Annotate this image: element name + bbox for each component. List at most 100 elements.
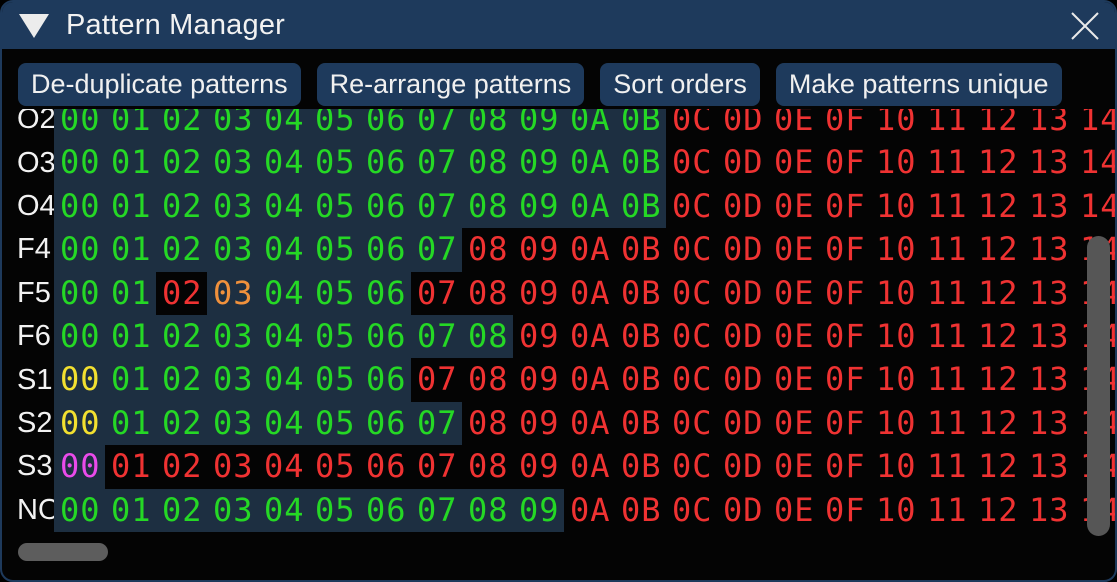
pattern-cell[interactable]: 08 xyxy=(468,403,509,442)
pattern-cell[interactable]: 0D xyxy=(723,403,764,442)
pattern-cell[interactable]: 12 xyxy=(978,109,1019,138)
pattern-cell[interactable]: 04 xyxy=(264,447,305,486)
pattern-cell[interactable]: 0F xyxy=(825,230,866,269)
pattern-cell[interactable]: 13 xyxy=(1029,360,1070,399)
pattern-cell[interactable]: 03 xyxy=(207,271,258,315)
pattern-cell[interactable]: 02 xyxy=(156,109,207,142)
pattern-cell[interactable]: 0B xyxy=(621,403,662,442)
pattern-cell[interactable]: 06 xyxy=(360,358,411,402)
pattern-cell[interactable]: 0D xyxy=(723,273,764,312)
close-icon[interactable] xyxy=(1069,10,1101,42)
pattern-cell[interactable]: 0D xyxy=(723,360,764,399)
pattern-cell[interactable]: 0C xyxy=(672,447,713,486)
pattern-cell[interactable]: 0E xyxy=(774,403,815,442)
pattern-cell[interactable]: 12 xyxy=(978,273,1019,312)
pattern-cell[interactable]: 0B xyxy=(615,109,666,142)
pattern-cell[interactable]: 0A xyxy=(570,490,611,529)
pattern-cell[interactable]: 0D xyxy=(723,186,764,225)
pattern-cell[interactable]: 05 xyxy=(309,141,360,185)
title-bar[interactable]: Pattern Manager xyxy=(2,2,1115,49)
pattern-cell[interactable]: 0C xyxy=(672,490,713,529)
pattern-cell[interactable]: 03 xyxy=(207,228,258,272)
pattern-cell[interactable]: 08 xyxy=(462,488,513,532)
pattern-cell[interactable]: 06 xyxy=(360,109,411,142)
pattern-cell[interactable]: 13 xyxy=(1029,490,1070,529)
pattern-cell[interactable]: 02 xyxy=(156,141,207,185)
pattern-cell[interactable]: 05 xyxy=(309,184,360,229)
pattern-cell[interactable]: 02 xyxy=(156,314,207,359)
pattern-cell[interactable]: 10 xyxy=(876,143,917,182)
pattern-cell[interactable]: 02 xyxy=(162,447,203,486)
pattern-cell[interactable]: 04 xyxy=(258,358,309,402)
pattern-cell[interactable]: 0E xyxy=(774,230,815,269)
pattern-cell[interactable]: 04 xyxy=(258,314,309,359)
pattern-cell[interactable]: 01 xyxy=(105,271,156,315)
pattern-cell[interactable]: 11 xyxy=(927,316,968,355)
pattern-cell[interactable]: 00 xyxy=(54,271,105,315)
pattern-cell[interactable]: 0C xyxy=(672,230,713,269)
horizontal-scrollbar-thumb[interactable] xyxy=(18,543,108,561)
pattern-cell[interactable]: 12 xyxy=(978,143,1019,182)
pattern-cell[interactable]: 0B xyxy=(621,447,662,486)
pattern-cell[interactable]: 00 xyxy=(54,141,105,185)
pattern-cell[interactable]: 13 xyxy=(1029,230,1070,269)
pattern-cell[interactable]: 01 xyxy=(105,401,156,446)
pattern-cell[interactable]: 0B xyxy=(615,184,666,229)
pattern-cell[interactable]: 04 xyxy=(258,488,309,532)
pattern-cell[interactable]: 00 xyxy=(54,228,105,272)
pattern-cell[interactable]: 14 xyxy=(1080,143,1115,182)
pattern-cell[interactable]: 01 xyxy=(105,141,156,185)
pattern-cell[interactable]: 0F xyxy=(825,109,866,138)
pattern-cell[interactable]: 10 xyxy=(876,490,917,529)
pattern-cell[interactable]: 14 xyxy=(1080,186,1115,225)
pattern-cell[interactable]: 05 xyxy=(309,314,360,359)
pattern-cell[interactable]: 10 xyxy=(876,447,917,486)
pattern-cell[interactable]: 0A xyxy=(564,141,615,185)
pattern-cell[interactable]: 09 xyxy=(519,403,560,442)
pattern-cell[interactable]: 0A xyxy=(570,360,611,399)
pattern-cell[interactable]: 13 xyxy=(1029,316,1070,355)
collapse-triangle-icon[interactable] xyxy=(19,13,49,38)
pattern-cell[interactable]: 08 xyxy=(462,141,513,185)
pattern-cell[interactable]: 0D xyxy=(723,447,764,486)
pattern-cell[interactable]: 11 xyxy=(927,109,968,138)
pattern-cell[interactable]: 05 xyxy=(309,109,360,142)
pattern-cell[interactable]: 04 xyxy=(258,141,309,185)
make-patterns-unique-button[interactable]: Make patterns unique xyxy=(775,63,1062,106)
pattern-cell[interactable]: 0A xyxy=(570,316,611,355)
pattern-cell[interactable]: 10 xyxy=(876,360,917,399)
pattern-cell[interactable]: 09 xyxy=(519,230,560,269)
pattern-cell[interactable]: 12 xyxy=(978,447,1019,486)
rearrange-patterns-button[interactable]: Re-arrange patterns xyxy=(316,63,585,106)
pattern-cell[interactable]: 0F xyxy=(825,490,866,529)
pattern-cell[interactable]: 09 xyxy=(513,109,564,142)
pattern-cell[interactable]: 0E xyxy=(774,186,815,225)
pattern-cell[interactable]: 11 xyxy=(927,273,968,312)
pattern-cell[interactable]: 05 xyxy=(309,401,360,446)
pattern-cell[interactable]: 05 xyxy=(315,447,356,486)
pattern-cell[interactable]: 05 xyxy=(309,488,360,532)
pattern-cell[interactable]: 06 xyxy=(366,447,407,486)
pattern-cell[interactable]: 0C xyxy=(672,143,713,182)
pattern-cell[interactable]: 0C xyxy=(672,316,713,355)
pattern-cell[interactable]: 07 xyxy=(417,273,458,312)
pattern-cell[interactable]: 00 xyxy=(54,109,105,142)
pattern-cell[interactable]: 04 xyxy=(258,109,309,142)
pattern-cell[interactable]: 13 xyxy=(1029,447,1070,486)
pattern-cell[interactable]: 11 xyxy=(927,143,968,182)
pattern-cell[interactable]: 0A xyxy=(570,403,611,442)
pattern-cell[interactable]: 11 xyxy=(927,230,968,269)
pattern-cell[interactable]: 03 xyxy=(207,141,258,185)
pattern-cell[interactable]: 0A xyxy=(570,273,611,312)
pattern-cell[interactable]: 04 xyxy=(258,401,309,446)
pattern-cell[interactable]: 09 xyxy=(519,273,560,312)
pattern-cell[interactable]: 0B xyxy=(621,360,662,399)
pattern-cell[interactable]: 0A xyxy=(564,109,615,142)
pattern-cell[interactable]: 02 xyxy=(156,228,207,272)
pattern-cell[interactable]: 08 xyxy=(468,447,509,486)
pattern-cell[interactable]: 09 xyxy=(519,447,560,486)
pattern-cell[interactable]: 10 xyxy=(876,403,917,442)
pattern-cell[interactable]: 0F xyxy=(825,316,866,355)
pattern-cell[interactable]: 0E xyxy=(774,490,815,529)
pattern-cell[interactable]: 09 xyxy=(513,488,564,532)
